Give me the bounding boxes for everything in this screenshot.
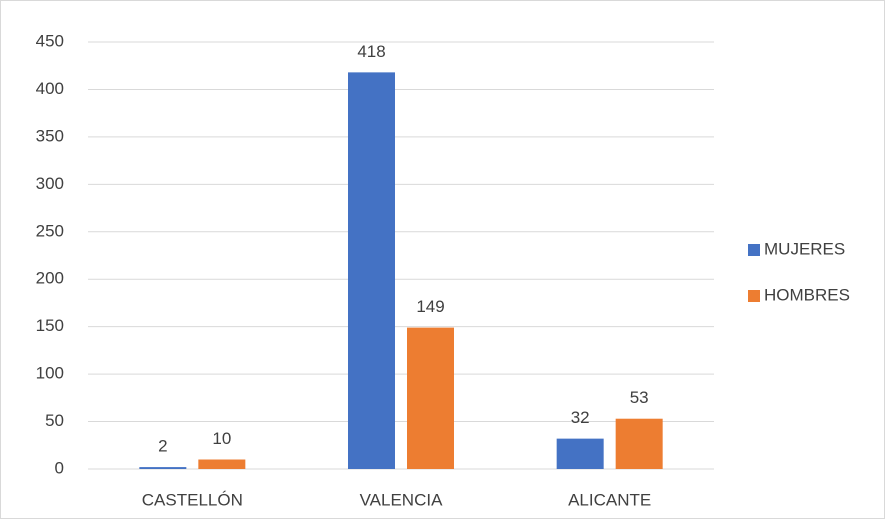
- y-tick-label: 200: [36, 269, 64, 288]
- data-label: 10: [212, 429, 231, 448]
- bar: [139, 467, 187, 469]
- y-tick-label: 350: [36, 126, 64, 145]
- bar: [348, 72, 395, 469]
- x-tick-label: VALENCIA: [360, 490, 443, 509]
- x-tick-label: CASTELLÓN: [142, 490, 243, 509]
- y-tick-label: 0: [55, 458, 64, 477]
- bar: [556, 438, 604, 469]
- y-tick-label: 450: [36, 31, 64, 50]
- x-tick-label: ALICANTE: [568, 490, 651, 509]
- data-label: 418: [357, 42, 385, 61]
- y-tick-label: 300: [36, 174, 64, 193]
- bar: [198, 459, 246, 469]
- bar: [615, 418, 663, 469]
- data-label: 2: [158, 437, 167, 456]
- y-tick-label: 100: [36, 364, 64, 383]
- data-label: 149: [416, 297, 444, 316]
- y-tick-label: 400: [36, 79, 64, 98]
- legend-swatch: [748, 290, 760, 302]
- y-tick-label: 50: [45, 411, 64, 430]
- data-label: 32: [571, 408, 590, 427]
- legend-label: MUJERES: [764, 239, 845, 258]
- y-tick-label: 150: [36, 316, 64, 335]
- data-label: 53: [630, 388, 649, 407]
- legend-swatch: [748, 244, 760, 256]
- legend-label: HOMBRES: [764, 285, 850, 304]
- y-tick-label: 250: [36, 221, 64, 240]
- bar: [407, 327, 454, 469]
